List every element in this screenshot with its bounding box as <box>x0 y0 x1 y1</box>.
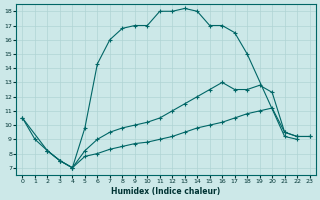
X-axis label: Humidex (Indice chaleur): Humidex (Indice chaleur) <box>111 187 221 196</box>
